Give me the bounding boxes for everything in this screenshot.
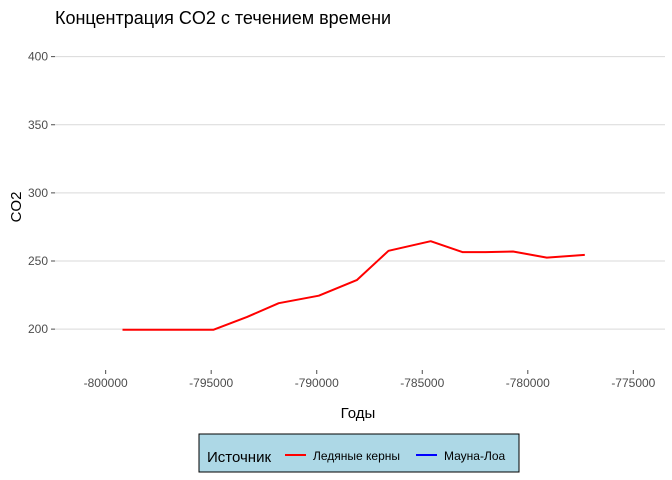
y-tick-label: 400 bbox=[28, 50, 48, 64]
legend: Источник Ледяные керны Мауна-Лоа bbox=[198, 433, 520, 473]
y-tick-label: 200 bbox=[28, 322, 48, 336]
series-line-0 bbox=[122, 240, 585, 331]
legend-background bbox=[198, 433, 520, 473]
x-tick-label: -780000 bbox=[506, 376, 550, 390]
legend-label-ice-cores: Ледяные керны bbox=[313, 449, 400, 463]
gridlines bbox=[55, 56, 665, 330]
series-lines bbox=[122, 240, 585, 331]
x-tick-label: -795000 bbox=[189, 376, 233, 390]
y-axis-title: CO2 bbox=[8, 192, 25, 223]
y-tick-label: 250 bbox=[28, 254, 48, 268]
x-tick-label: -790000 bbox=[295, 376, 339, 390]
x-tick-label: -800000 bbox=[84, 376, 128, 390]
y-tick-label: 300 bbox=[28, 186, 48, 200]
x-axis-title: Годы bbox=[341, 405, 376, 422]
chart-title: Концентрация CO2 с течением времени bbox=[55, 8, 391, 28]
y-tick-label: 350 bbox=[28, 118, 48, 132]
x-axis-ticks: -800000 -795000 -790000 -785000 -780000 -7750… bbox=[84, 370, 656, 390]
legend-title: Источник bbox=[207, 449, 271, 466]
x-tick-label: -785000 bbox=[400, 376, 444, 390]
x-tick-label: -775000 bbox=[611, 376, 655, 390]
y-axis-ticks: 200 250 300 350 400 bbox=[28, 50, 55, 336]
legend-label-mauna-loa: Мауна-Лоа bbox=[444, 449, 506, 463]
